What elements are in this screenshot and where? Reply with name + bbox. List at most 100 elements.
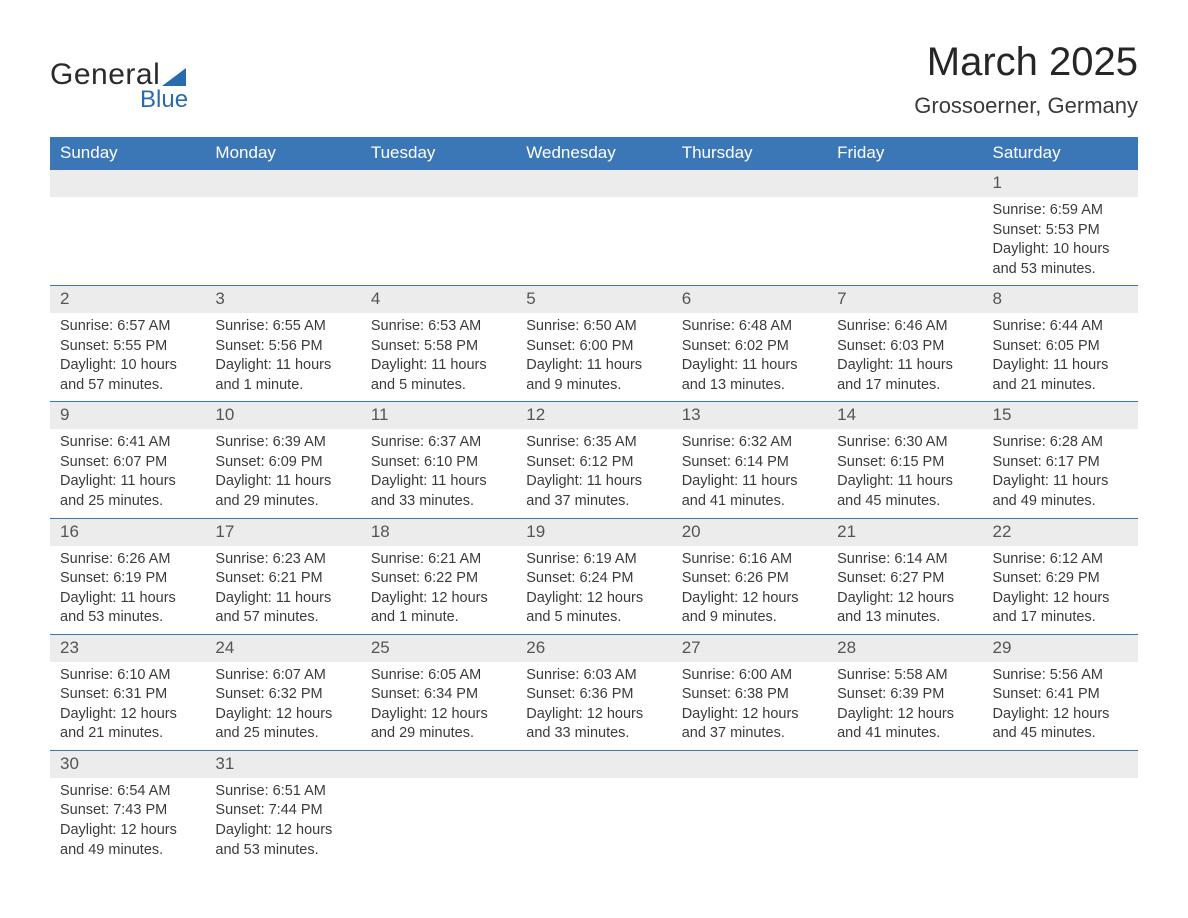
brand-word-2: Blue: [140, 86, 188, 114]
sunrise-line: Sunrise: 6:30 AM: [837, 433, 972, 453]
day-detail-cell: Sunrise: 6:59 AMSunset: 5:53 PMDaylight:…: [983, 197, 1138, 286]
day-detail-cell: [516, 778, 671, 866]
daylight-line: Daylight: 11 hours and 5 minutes.: [371, 356, 506, 395]
day-number-cell: 30: [50, 750, 205, 777]
week-detail-row: Sunrise: 6:59 AMSunset: 5:53 PMDaylight:…: [50, 197, 1138, 286]
sunset-line: Sunset: 6:36 PM: [526, 685, 661, 705]
day-detail-cell: Sunrise: 6:37 AMSunset: 6:10 PMDaylight:…: [361, 429, 516, 518]
day-detail-cell: Sunrise: 6:48 AMSunset: 6:02 PMDaylight:…: [672, 313, 827, 402]
daylight-line: Daylight: 12 hours and 13 minutes.: [837, 589, 972, 628]
day-detail-cell: Sunrise: 6:19 AMSunset: 6:24 PMDaylight:…: [516, 546, 671, 635]
day-detail-cell: Sunrise: 6:57 AMSunset: 5:55 PMDaylight:…: [50, 313, 205, 402]
day-detail-cell: Sunrise: 6:53 AMSunset: 5:58 PMDaylight:…: [361, 313, 516, 402]
day-number-cell: 7: [827, 286, 982, 313]
day-header-row: Sunday Monday Tuesday Wednesday Thursday…: [50, 137, 1138, 170]
sunrise-line: Sunrise: 6:10 AM: [60, 666, 195, 686]
day-detail-cell: Sunrise: 6:05 AMSunset: 6:34 PMDaylight:…: [361, 662, 516, 751]
day-detail-cell: Sunrise: 6:32 AMSunset: 6:14 PMDaylight:…: [672, 429, 827, 518]
sunset-line: Sunset: 6:14 PM: [682, 453, 817, 473]
sunset-line: Sunset: 5:53 PM: [993, 221, 1128, 241]
sunrise-line: Sunrise: 6:35 AM: [526, 433, 661, 453]
daylight-line: Daylight: 10 hours and 53 minutes.: [993, 240, 1128, 279]
day-detail-cell: Sunrise: 6:55 AMSunset: 5:56 PMDaylight:…: [205, 313, 360, 402]
daylight-line: Daylight: 11 hours and 53 minutes.: [60, 589, 195, 628]
day-number-cell: 3: [205, 286, 360, 313]
week-number-row: 1: [50, 170, 1138, 197]
daylight-line: Daylight: 11 hours and 1 minute.: [215, 356, 350, 395]
daylight-line: Daylight: 11 hours and 41 minutes.: [682, 472, 817, 511]
daylight-line: Daylight: 12 hours and 9 minutes.: [682, 589, 817, 628]
week-number-row: 23242526272829: [50, 634, 1138, 661]
day-number-cell: [50, 170, 205, 197]
week-detail-row: Sunrise: 6:10 AMSunset: 6:31 PMDaylight:…: [50, 662, 1138, 751]
sunrise-line: Sunrise: 6:03 AM: [526, 666, 661, 686]
week-detail-row: Sunrise: 6:57 AMSunset: 5:55 PM Daylight:…: [50, 313, 1138, 402]
sunrise-line: Sunrise: 6:53 AM: [371, 317, 506, 337]
day-number-cell: 17: [205, 518, 360, 545]
day-number-cell: [827, 750, 982, 777]
day-number-cell: 28: [827, 634, 982, 661]
sunset-line: Sunset: 7:43 PM: [60, 801, 195, 821]
sunset-line: Sunset: 6:39 PM: [837, 685, 972, 705]
day-number-cell: [361, 750, 516, 777]
brand-triangle-icon: [162, 68, 186, 86]
day-detail-cell: Sunrise: 6:16 AMSunset: 6:26 PMDaylight:…: [672, 546, 827, 635]
sunset-line: Sunset: 6:07 PM: [60, 453, 195, 473]
day-detail-cell: [672, 197, 827, 286]
daylight-line: Daylight: 12 hours and 29 minutes.: [371, 705, 506, 744]
sunset-line: Sunset: 6:24 PM: [526, 569, 661, 589]
day-number-cell: [672, 170, 827, 197]
daylight-line: Daylight: 11 hours and 57 minutes.: [215, 589, 350, 628]
day-header: Tuesday: [361, 137, 516, 170]
day-detail-cell: [50, 197, 205, 286]
day-detail-cell: Sunrise: 6:44 AMSunset: 6:05 PMDaylight:…: [983, 313, 1138, 402]
day-detail-cell: [827, 778, 982, 866]
day-number-cell: 20: [672, 518, 827, 545]
sunrise-line: Sunrise: 6:48 AM: [682, 317, 817, 337]
day-number-cell: 31: [205, 750, 360, 777]
week-number-row: 16171819202122: [50, 518, 1138, 545]
sunrise-line: Sunrise: 6:44 AM: [993, 317, 1128, 337]
day-detail-cell: [361, 778, 516, 866]
day-number-cell: 18: [361, 518, 516, 545]
sunrise-line: Sunrise: 6:23 AM: [215, 550, 350, 570]
sunset-line: Sunset: 6:32 PM: [215, 685, 350, 705]
day-number-cell: [361, 170, 516, 197]
week-detail-row: Sunrise: 6:54 AMSunset: 7:43 PMDaylight:…: [50, 778, 1138, 866]
day-detail-cell: [672, 778, 827, 866]
daylight-line: Daylight: 11 hours and 49 minutes.: [993, 472, 1128, 511]
day-header: Friday: [827, 137, 982, 170]
daylight-line: Daylight: 12 hours and 49 minutes.: [60, 821, 195, 860]
sunrise-line: Sunrise: 6:12 AM: [993, 550, 1128, 570]
day-detail-cell: Sunrise: 6:26 AMSunset: 6:19 PMDaylight:…: [50, 546, 205, 635]
day-number-cell: [672, 750, 827, 777]
day-detail-cell: Sunrise: 6:03 AMSunset: 6:36 PMDaylight:…: [516, 662, 671, 751]
day-number-cell: [983, 750, 1138, 777]
day-number-cell: 1: [983, 170, 1138, 197]
day-number-cell: 12: [516, 402, 671, 429]
sunrise-line: Sunrise: 6:26 AM: [60, 550, 195, 570]
day-number-cell: 2: [50, 286, 205, 313]
sunset-line: Sunset: 6:19 PM: [60, 569, 195, 589]
day-detail-cell: Sunrise: 6:50 AMSunset: 6:00 PMDaylight:…: [516, 313, 671, 402]
week-detail-row: Sunrise: 6:26 AMSunset: 6:19 PMDaylight:…: [50, 546, 1138, 635]
day-number-cell: 8: [983, 286, 1138, 313]
daylight-line: Daylight: 12 hours and 33 minutes.: [526, 705, 661, 744]
daylight-line: Daylight: 11 hours and 45 minutes.: [837, 472, 972, 511]
day-number-cell: 22: [983, 518, 1138, 545]
sunset-line: Sunset: 6:21 PM: [215, 569, 350, 589]
sunrise-line: Sunrise: 6:28 AM: [993, 433, 1128, 453]
day-detail-cell: Sunrise: 6:35 AMSunset: 6:12 PMDaylight:…: [516, 429, 671, 518]
sunrise-line: Sunrise: 6:57 AM: [60, 317, 195, 337]
sunrise-line: Sunrise: 6:05 AM: [371, 666, 506, 686]
day-detail-cell: Sunrise: 6:30 AMSunset: 6:15 PMDaylight:…: [827, 429, 982, 518]
sunset-line: Sunset: 6:17 PM: [993, 453, 1128, 473]
sunset-line: Sunset: 6:12 PM: [526, 453, 661, 473]
day-detail-cell: Sunrise: 5:58 AMSunset: 6:39 PMDaylight:…: [827, 662, 982, 751]
sunset-line: Sunset: 5:55 PM: [60, 337, 195, 357]
month-title: March 2025: [914, 40, 1138, 85]
sunrise-line: Sunrise: 6:00 AM: [682, 666, 817, 686]
sunrise-line: Sunrise: 6:39 AM: [215, 433, 350, 453]
sunset-line: Sunset: 6:38 PM: [682, 685, 817, 705]
sunset-line: Sunset: 6:10 PM: [371, 453, 506, 473]
